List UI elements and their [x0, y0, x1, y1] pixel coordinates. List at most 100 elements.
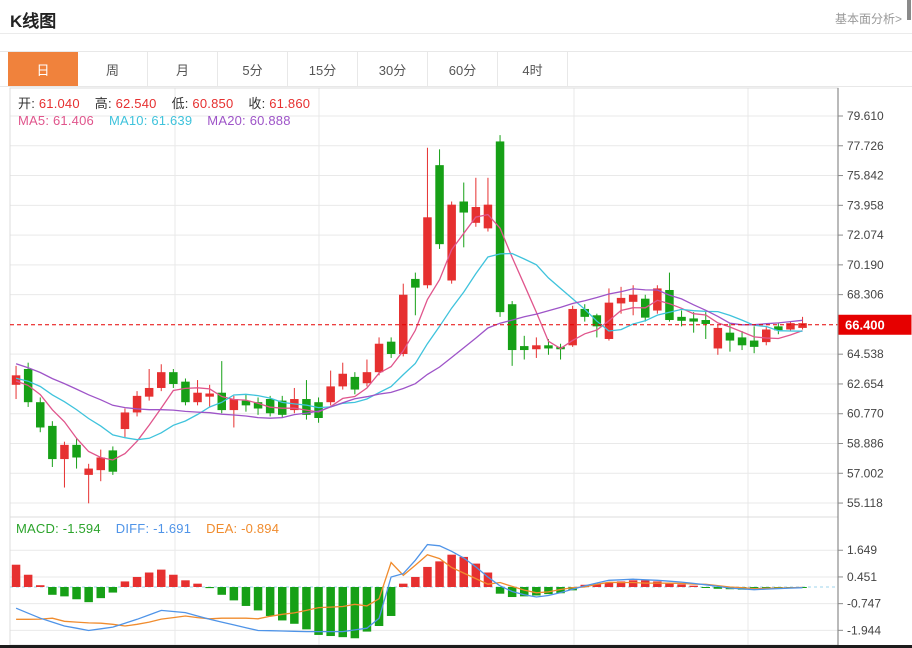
macd-bar[interactable] [181, 580, 190, 587]
macd-bar[interactable] [229, 587, 239, 601]
candle[interactable] [544, 345, 553, 349]
candle[interactable] [616, 297, 626, 304]
tab-day[interactable]: 日 [8, 52, 78, 86]
candle[interactable] [36, 402, 45, 428]
macd-bar[interactable] [532, 587, 541, 596]
macd-bar[interactable] [459, 556, 469, 587]
candle[interactable] [217, 392, 227, 411]
macd-bar[interactable] [616, 581, 626, 587]
candle[interactable] [786, 323, 795, 330]
macd-bar[interactable] [72, 587, 81, 600]
macd-bar[interactable] [96, 587, 106, 599]
candle[interactable] [229, 399, 239, 411]
candle[interactable] [568, 308, 577, 346]
candle[interactable] [713, 327, 723, 349]
candle[interactable] [241, 400, 251, 406]
macd-bar[interactable] [374, 587, 384, 627]
candle[interactable] [120, 412, 130, 430]
candle[interactable] [48, 425, 57, 460]
macd-bar[interactable] [338, 587, 348, 638]
candle[interactable] [326, 386, 335, 403]
macd-bar[interactable] [423, 566, 432, 587]
candle[interactable] [411, 278, 420, 288]
macd-bar[interactable] [23, 574, 33, 587]
macd-bar[interactable] [483, 572, 493, 587]
candle[interactable] [520, 346, 529, 351]
candle[interactable] [447, 204, 456, 281]
macd-bar[interactable] [217, 587, 227, 595]
candle[interactable] [169, 372, 178, 385]
macd-bar[interactable] [544, 587, 553, 595]
candle[interactable] [459, 201, 469, 213]
macd-bar[interactable] [169, 574, 178, 587]
candle[interactable] [290, 399, 299, 411]
candle[interactable] [628, 294, 638, 302]
candle[interactable] [798, 323, 807, 328]
macd-bar[interactable] [302, 587, 311, 630]
candle[interactable] [580, 308, 590, 317]
candle[interactable] [471, 207, 481, 223]
candle[interactable] [725, 332, 735, 341]
macd-bar[interactable] [120, 581, 130, 587]
candle[interactable] [435, 165, 444, 245]
candle[interactable] [737, 337, 747, 346]
macd-bar[interactable] [36, 585, 45, 587]
macd-bar[interactable] [193, 583, 202, 587]
fundamental-analysis-link[interactable]: 基本面分析> [834, 12, 902, 26]
candle[interactable] [350, 376, 360, 390]
candle[interactable] [653, 288, 662, 311]
macd-bar[interactable] [701, 587, 711, 588]
candle[interactable] [253, 402, 263, 409]
candle[interactable] [689, 318, 698, 322]
macd-bar[interactable] [520, 587, 529, 597]
candle[interactable] [193, 392, 202, 403]
macd-bar[interactable] [144, 572, 154, 587]
candle[interactable] [314, 402, 323, 418]
macd-bar[interactable] [253, 587, 263, 611]
tab-30min[interactable]: 30分 [358, 52, 428, 86]
macd-bar[interactable] [495, 587, 505, 594]
candle[interactable] [749, 340, 759, 347]
macd-bar[interactable] [362, 587, 372, 632]
candle[interactable] [11, 375, 21, 385]
macd-bar[interactable] [314, 587, 323, 635]
candle[interactable] [532, 345, 541, 350]
candle[interactable] [762, 329, 771, 343]
candle[interactable] [495, 141, 505, 313]
macd-bar[interactable] [265, 587, 275, 616]
macd-bar[interactable] [653, 581, 662, 587]
macd-bar[interactable] [471, 563, 481, 587]
macd-bar[interactable] [592, 584, 602, 587]
candle[interactable] [96, 457, 106, 471]
tab-5min[interactable]: 5分 [218, 52, 288, 86]
candle[interactable] [84, 468, 93, 475]
macd-bar[interactable] [60, 587, 69, 597]
candle[interactable] [338, 373, 348, 387]
candle[interactable] [302, 399, 311, 415]
macd-bar[interactable] [689, 585, 698, 587]
macd-bar[interactable] [48, 587, 57, 595]
candle[interactable] [205, 393, 214, 397]
macd-bar[interactable] [241, 587, 251, 606]
macd-bar[interactable] [435, 561, 444, 587]
candle[interactable] [665, 289, 674, 321]
macd-bar[interactable] [11, 564, 21, 587]
candle[interactable] [774, 326, 783, 331]
candle[interactable] [507, 304, 517, 351]
candle[interactable] [72, 444, 81, 458]
macd-bar[interactable] [205, 587, 214, 589]
tab-week[interactable]: 周 [78, 52, 148, 86]
candle[interactable] [60, 444, 69, 460]
macd-bar[interactable] [798, 587, 807, 588]
candle[interactable] [423, 217, 432, 286]
candle[interactable] [362, 372, 372, 384]
macd-bar[interactable] [447, 554, 456, 587]
candle[interactable] [265, 399, 275, 414]
macd-bar[interactable] [628, 580, 638, 587]
macd-bar[interactable] [713, 587, 723, 589]
candle[interactable] [157, 372, 166, 388]
macd-bar[interactable] [604, 582, 614, 587]
macd-bar[interactable] [350, 587, 360, 639]
macd-bar[interactable] [132, 576, 142, 587]
macd-bar[interactable] [326, 587, 335, 637]
